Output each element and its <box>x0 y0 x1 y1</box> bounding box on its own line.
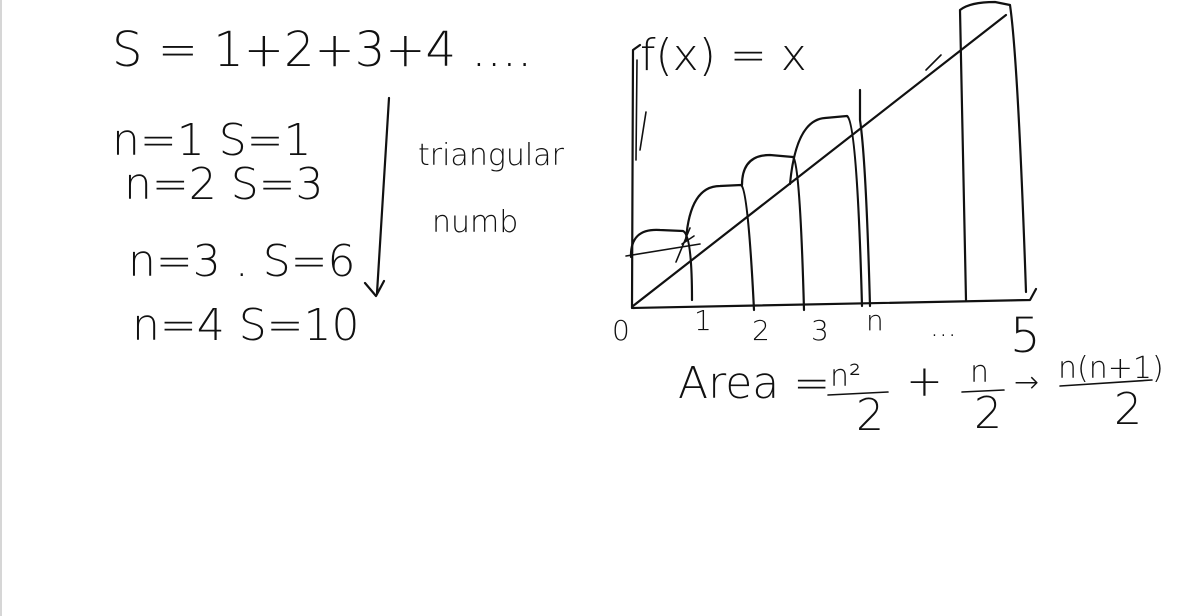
tick-labels: 0 1 2 3 n ... 5 <box>612 304 1041 364</box>
side-note-triangular: triangular <box>418 138 565 173</box>
tick-0: 0 <box>612 314 630 347</box>
function-label: f(x) = x <box>640 30 807 81</box>
down-arrow-icon <box>363 96 391 298</box>
series-sum-text: S = 1+2+3+4 .... <box>112 22 532 78</box>
tick-3: 3 <box>811 314 829 347</box>
bar-2 <box>684 183 756 312</box>
bar-1 <box>629 228 694 302</box>
bar-4 <box>788 114 864 308</box>
x-axis <box>631 287 1038 310</box>
plus-sign: + <box>906 356 943 407</box>
bar-5 <box>858 88 872 308</box>
area-term2-den: 2 <box>974 388 1002 439</box>
function-line <box>631 13 1008 308</box>
row-n2: n=2 S=3 <box>124 159 324 210</box>
bars-group <box>629 0 1028 312</box>
row-n3: n=3 . S=6 <box>128 236 356 287</box>
fraction-bar-2 <box>961 389 1005 393</box>
tick-1: 1 <box>694 304 712 337</box>
area-formula: Area = n² 2 + n 2 → n(n+1) 2 <box>678 351 1164 441</box>
window-left-edge <box>0 0 2 616</box>
tick-2: 2 <box>752 314 770 347</box>
fraction-bar-1 <box>827 391 889 396</box>
tick-n: n <box>866 304 884 337</box>
area-term1-num: n² <box>830 359 861 394</box>
sum-table: n=1 S=1 n=2 S=3 n=3 . S=6 n=4 S=10 <box>112 115 360 351</box>
row-n4: n=4 S=10 <box>132 300 360 351</box>
y-axis <box>630 43 647 310</box>
arrow-sign: → <box>1014 365 1039 400</box>
row-n1: n=1 S=1 <box>112 115 312 166</box>
area-term2-num: n <box>970 355 989 390</box>
function-line-stub <box>925 54 942 71</box>
fraction-bar-3 <box>1059 379 1153 387</box>
area-prefix: Area = <box>678 358 830 409</box>
area-term1-den: 2 <box>856 390 884 441</box>
bar-3 <box>740 153 806 312</box>
tick-ellipsis: ... <box>930 310 957 343</box>
area-result-den: 2 <box>1114 384 1142 435</box>
side-note-numb: numb <box>432 205 518 240</box>
tick-5: 5 <box>1010 308 1041 364</box>
origin-scribble <box>625 227 701 263</box>
bar-6 <box>958 0 1028 302</box>
